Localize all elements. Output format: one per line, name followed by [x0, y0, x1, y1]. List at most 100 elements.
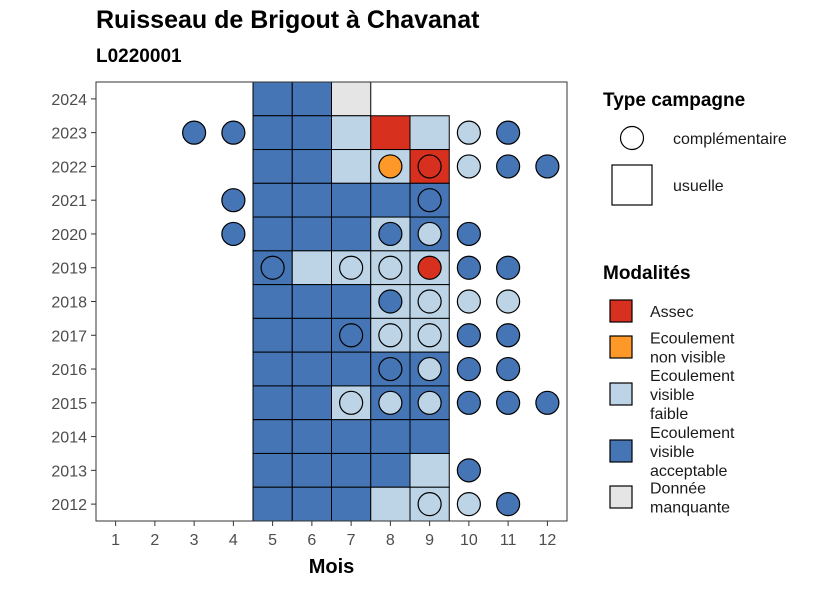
- point-2019-11: [496, 255, 521, 280]
- point-2017-8: [378, 323, 403, 348]
- point-2019-10: [456, 255, 481, 280]
- legend-key-modalite: [609, 299, 633, 323]
- point-2018-11: [496, 289, 521, 314]
- point-2018-10: [456, 289, 481, 314]
- point-2016-10: [456, 356, 481, 382]
- x-axis: 1 2 3 4 5 6 7 8 9 10 11 12: [111, 521, 556, 549]
- cell-2013-7: [331, 452, 372, 488]
- cell-2023-7: [331, 115, 372, 151]
- x-tick-label: 5: [268, 532, 277, 549]
- legend-label-modalite: visible: [650, 387, 695, 404]
- x-tick-label: 8: [386, 532, 395, 549]
- legend-label-complementaire: complémentaire: [673, 131, 787, 148]
- cell-2022-6: [291, 149, 332, 184]
- legend-label-modalite: Assec: [650, 304, 694, 321]
- legend-label-modalite: Ecoulement: [650, 331, 735, 348]
- cell-2022-7: [331, 149, 372, 184]
- y-axis: 2012 2013 2014 2015 2016 2017 2018 2019 2020 2021…: [51, 92, 96, 514]
- x-tick-label: 1: [111, 532, 120, 549]
- cell-2016-5: [252, 351, 293, 387]
- cell-2012-5: [252, 486, 293, 522]
- legend-key-modalite: [609, 485, 633, 509]
- y-tick-label: 2017: [51, 328, 87, 345]
- x-tick-label: 10: [460, 532, 478, 549]
- x-tick-label: 11: [500, 532, 517, 549]
- legend-label-modalite: visible: [650, 444, 695, 461]
- x-axis-title: Mois: [309, 556, 355, 578]
- cell-2020-5: [252, 216, 293, 252]
- cell-2015-6: [291, 385, 332, 421]
- cell-2018-6: [291, 284, 332, 319]
- point-2017-11: [496, 323, 521, 348]
- cell-2021-6: [291, 182, 332, 218]
- legend-title-modalites: Modalités: [603, 263, 691, 284]
- cell-2023-9: [409, 115, 450, 151]
- y-tick-label: 2022: [51, 159, 87, 176]
- cell-2023-5: [252, 115, 293, 151]
- point-2017-9: [417, 323, 442, 348]
- point-2019-9: [417, 255, 442, 280]
- point-2016-8: [378, 356, 403, 382]
- complementaire-points: [182, 120, 560, 517]
- x-tick-label: 12: [538, 532, 556, 549]
- point-2016-11: [496, 356, 521, 382]
- point-2015-10: [456, 390, 481, 415]
- point-2022-10: [456, 154, 481, 179]
- y-tick-label: 2015: [51, 396, 87, 413]
- point-2015-12: [535, 390, 560, 415]
- point-2012-11: [496, 492, 521, 517]
- cell-2017-6: [291, 317, 332, 353]
- y-tick-label: 2024: [51, 92, 87, 109]
- cell-2023-6: [291, 115, 332, 151]
- point-2021-9: [417, 188, 442, 213]
- x-tick-label: 3: [190, 532, 199, 549]
- cell-2015-5: [252, 385, 293, 421]
- cell-2024-5: [252, 81, 293, 117]
- cell-2016-6: [291, 351, 332, 387]
- point-2023-11: [496, 120, 521, 145]
- cell-2019-6: [291, 250, 332, 286]
- y-tick-label: 2014: [51, 430, 87, 447]
- y-tick-label: 2021: [51, 193, 87, 210]
- cell-2020-6: [291, 216, 332, 252]
- point-2017-7: [339, 323, 364, 348]
- y-tick-label: 2012: [51, 497, 87, 514]
- x-tick-label: 4: [229, 532, 238, 549]
- cell-2013-5: [252, 452, 293, 488]
- chart-subtitle: L0220001: [96, 46, 182, 67]
- point-2018-9: [417, 289, 442, 314]
- y-tick-label: 2020: [51, 227, 87, 244]
- point-2023-3: [182, 120, 207, 145]
- legend-label-modalite: acceptable: [650, 463, 727, 480]
- cell-2012-7: [331, 486, 372, 522]
- x-tick-label: 6: [307, 532, 316, 549]
- legend-label-modalite: Donnée: [650, 481, 706, 498]
- cell-2014-6: [291, 419, 332, 454]
- legend-label-modalite: Ecoulement: [650, 425, 735, 442]
- cell-2012-6: [291, 486, 332, 522]
- legend-key-complementaire: [619, 125, 645, 151]
- point-2015-9: [417, 390, 442, 415]
- cell-2014-9: [409, 419, 450, 454]
- legend-label-modalite: faible: [650, 406, 688, 423]
- legend-label-modalite: manquante: [650, 500, 730, 517]
- cell-2017-5: [252, 317, 293, 353]
- cell-2014-5: [252, 419, 293, 454]
- point-2022-9: [417, 154, 442, 179]
- point-2022-12: [535, 154, 560, 179]
- chart-title: Ruisseau de Brigout à Chavanat: [96, 6, 480, 34]
- cell-2013-8: [370, 452, 411, 488]
- point-2016-9: [417, 356, 442, 382]
- legend-key-modalite: [609, 439, 633, 463]
- point-2020-10: [456, 221, 481, 247]
- cell-2016-7: [331, 351, 372, 387]
- cell-2023-8: [370, 115, 411, 151]
- x-tick-label: 9: [425, 532, 434, 549]
- x-tick-label: 7: [347, 532, 356, 549]
- legend-key-usuelle: [611, 164, 653, 206]
- legend-title-type: Type campagne: [603, 90, 745, 111]
- y-tick-label: 2016: [51, 362, 87, 379]
- point-2013-10: [456, 458, 481, 483]
- y-tick-label: 2013: [51, 463, 87, 480]
